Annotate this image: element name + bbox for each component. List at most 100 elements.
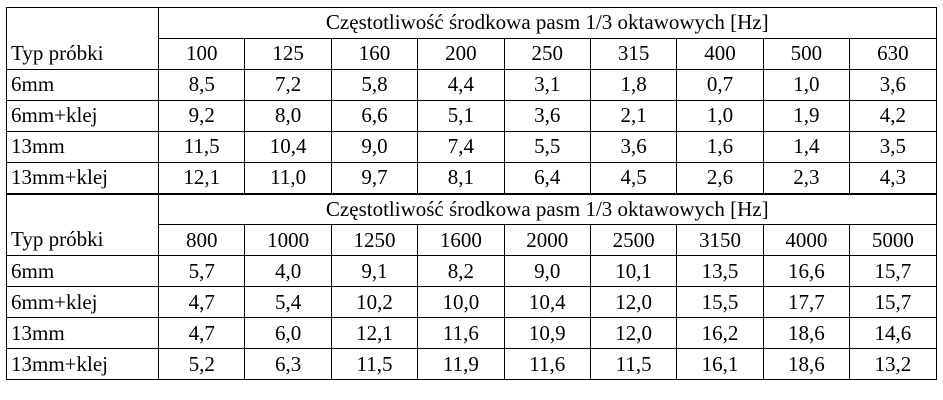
frequency-header-title: Częstotliwość środkowa pasm 1/3 oktawowy… [158,192,937,225]
value-cell: 11,6 [417,317,505,349]
value-cell: 3,6 [849,68,937,101]
frequency-cell: 1250 [330,224,419,256]
sample-type-header: Typ próbki [6,224,159,256]
value-cell: 10,2 [330,286,419,318]
value-cell: 13,2 [849,348,937,380]
value-cell: 5,5 [503,130,591,163]
value-cell: 9,0 [503,255,591,287]
frequency-row: Typ próbki 800 1000 1250 1600 2000 2500 3150 400… [6,224,937,256]
value-cell: 11,5 [589,348,678,380]
value-cell: 4,0 [244,255,332,287]
value-cell: 9,0 [330,130,419,163]
sample-label: 13mm [6,317,159,349]
frequency-cell: 200 [417,37,505,70]
value-cell: 5,2 [157,348,246,380]
frequency-cell: 100 [157,37,246,70]
frequency-cell: 400 [676,37,764,70]
frequency-cell: 630 [849,37,937,70]
value-cell: 1,4 [762,130,851,163]
value-cell: 15,5 [676,286,764,318]
table-row: 13mm+klej 12,1 11,0 9,7 8,1 6,4 4,5 2,6 2,3 4,3 [6,161,937,194]
value-cell: 5,1 [417,99,505,132]
value-cell: 14,6 [849,317,937,349]
value-cell: 9,2 [157,99,246,132]
table-row: 6mm 5,7 4,0 9,1 8,2 9,0 10,1 13,5 16,6 15,7 [6,255,937,287]
value-cell: 10,0 [417,286,505,318]
value-cell: 6,0 [244,317,332,349]
frequency-cell: 2500 [589,224,678,256]
value-cell: 0,7 [676,68,764,101]
value-cell: 1,0 [676,99,764,132]
value-cell: 16,6 [762,255,851,287]
table-row: 6mm 8,5 7,2 5,8 4,4 3,1 1,8 0,7 1,0 3,6 [6,68,937,101]
frequency-cell: 500 [762,37,851,70]
header-title-row: Częstotliwość środkowa pasm 1/3 oktawowy… [6,192,937,225]
value-cell: 4,2 [849,99,937,132]
sample-label: 13mm+klej [6,161,159,194]
value-cell: 8,0 [244,99,332,132]
sample-label: 13mm+klej [6,348,159,380]
value-cell: 6,6 [330,99,419,132]
value-cell: 3,1 [503,68,591,101]
value-cell: 10,4 [503,286,591,318]
value-cell: 10,9 [503,317,591,349]
value-cell: 11,9 [417,348,505,380]
value-cell: 3,5 [849,130,937,163]
sample-label: 6mm+klej [6,99,159,132]
sample-label: 6mm [6,255,159,287]
sample-type-header: Typ próbki [6,38,159,70]
value-cell: 15,7 [849,286,937,318]
header-title-row: Częstotliwość środkowa pasm 1/3 oktawowy… [6,7,937,39]
value-cell: 7,4 [417,130,505,163]
value-cell: 17,7 [762,286,851,318]
value-cell: 11,5 [157,130,246,163]
value-cell: 2,3 [762,161,851,194]
value-cell: 16,2 [676,317,764,349]
table-body: Częstotliwość środkowa pasm 1/3 oktawowy… [6,7,937,380]
value-cell: 8,2 [417,255,505,287]
value-cell: 1,9 [762,99,851,132]
value-cell: 11,0 [244,161,332,194]
value-cell: 12,0 [589,317,678,349]
value-cell: 10,4 [244,130,332,163]
frequency-row: Typ próbki 100 125 160 200 250 315 400 500 630 [6,37,937,70]
value-cell: 9,7 [330,161,419,194]
value-cell: 11,6 [503,348,591,380]
value-cell: 8,1 [417,161,505,194]
value-cell: 15,7 [849,255,937,287]
value-cell: 2,1 [589,99,678,132]
sample-label: 6mm [6,68,159,101]
value-cell: 1,6 [676,130,764,163]
table-row: 6mm+klej 9,2 8,0 6,6 5,1 3,6 2,1 1,0 1,9 4,2 [6,99,937,132]
value-cell: 6,4 [503,161,591,194]
value-cell: 8,5 [157,68,246,101]
value-cell: 12,0 [589,286,678,318]
table-row: 6mm+klej 4,7 5,4 10,2 10,0 10,4 12,0 15,5 17,7 15… [6,286,937,318]
frequency-header-title: Częstotliwość środkowa pasm 1/3 oktawowy… [158,7,937,39]
frequency-cell: 160 [330,37,419,70]
value-cell: 13,5 [676,255,764,287]
value-cell: 4,7 [157,286,246,318]
table-row: 13mm 4,7 6,0 12,1 11,6 10,9 12,0 16,2 18,6 14,6 [6,317,937,349]
document-page: Częstotliwość środkowa pasm 1/3 oktawowy… [6,7,937,380]
value-cell: 5,7 [157,255,246,287]
value-cell: 4,3 [849,161,937,194]
value-cell: 18,6 [762,348,851,380]
sample-label: 13mm [6,130,159,163]
value-cell: 1,8 [589,68,678,101]
value-cell: 1,0 [762,68,851,101]
frequency-cell: 125 [244,37,332,70]
frequency-cell: 5000 [849,224,937,256]
header-blank-cell [6,7,159,38]
value-cell: 3,6 [503,99,591,132]
frequency-cell: 3150 [676,224,764,256]
frequency-table: Częstotliwość środkowa pasm 1/3 oktawowy… [6,7,937,380]
value-cell: 9,1 [330,255,419,287]
value-cell: 4,4 [417,68,505,101]
value-cell: 6,3 [244,348,332,380]
value-cell: 5,4 [244,286,332,318]
value-cell: 4,7 [157,317,246,349]
value-cell: 16,1 [676,348,764,380]
frequency-cell: 1600 [417,224,505,256]
table-row: 13mm+klej 5,2 6,3 11,5 11,9 11,6 11,5 16,1 18,6 1… [6,348,937,380]
